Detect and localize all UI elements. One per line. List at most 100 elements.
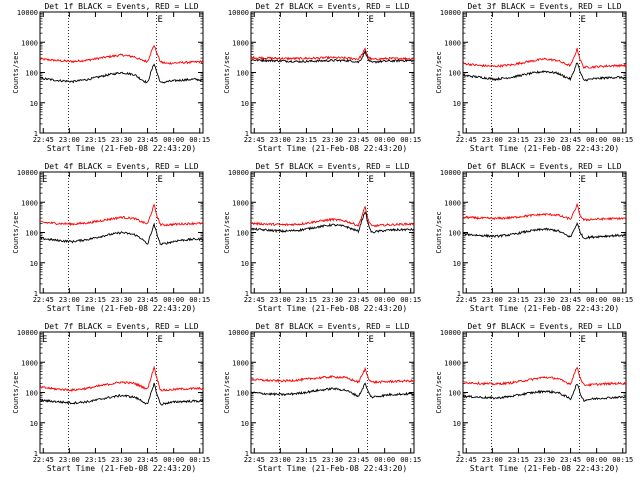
y-tick-label: 100 [236,70,249,78]
y-tick-label: 100 [236,230,249,238]
x-tick-label: 22:45 [33,296,54,304]
y-tick-label: 1 [245,290,249,298]
marker-label-right: E [158,175,163,185]
plot-frame [462,11,627,134]
y-axis-label: Counts/sec [435,51,443,93]
x-tick-label: 22:45 [33,456,54,464]
panel-title: Det 4f BLACK = Events, RED = LLD [44,162,198,171]
y-axis-label: Counts/sec [223,211,231,253]
x-axis-label: Start Time (21-Feb-08 22:43:20) [470,144,619,153]
x-tick-label: 00:00 [163,296,184,304]
y-tick-label: 100 [25,230,38,238]
series-line-lld [463,366,627,387]
y-tick-label: 1 [457,450,461,458]
y-axis-label: Counts/sec [435,211,443,253]
x-tick-label: 23:30 [534,296,555,304]
marker-label-right: E [581,15,586,25]
y-tick-label: 1 [34,290,38,298]
x-tick-label: 23:00 [59,296,80,304]
panel-title: Det 3f BLACK = Events, RED = LLD [467,2,621,11]
panel-title: Det 2f BLACK = Events, RED = LLD [255,2,409,11]
marker-label-right: E [581,335,586,345]
x-tick-label: 23:45 [348,296,369,304]
y-axis-label: Counts/sec [12,371,20,413]
x-tick-label: 00:15 [400,136,421,144]
x-tick-label: 00:15 [612,296,633,304]
x-tick-label: 00:15 [189,136,210,144]
x-axis-label: Start Time (21-Feb-08 22:43:20) [47,464,196,473]
y-tick-label: 10 [241,260,249,268]
y-tick-label: 100 [25,70,38,78]
x-tick-label: 00:00 [163,136,184,144]
x-tick-label: 23:00 [59,456,80,464]
x-tick-label: 23:15 [296,456,317,464]
x-tick-label: 22:45 [244,296,265,304]
panel-title: Det 8f BLACK = Events, RED = LLD [255,322,409,331]
y-tick-label: 10000 [228,329,249,337]
x-tick-label: 23:45 [137,296,158,304]
y-tick-label: 1000 [444,359,461,367]
x-tick-label: 23:00 [482,456,503,464]
x-tick-label: 23:00 [270,136,291,144]
x-tick-label: 23:15 [508,136,529,144]
y-tick-label: 10 [241,420,249,428]
y-tick-label: 1000 [21,359,38,367]
plot-frame [250,171,415,294]
x-tick-label: 23:15 [508,296,529,304]
series-line-events [39,63,204,84]
y-tick-label: 1000 [232,199,249,207]
panel-title: Det 1f BLACK = Events, RED = LLD [44,2,198,11]
y-tick-label: 100 [448,230,461,238]
panel-det-6: Det 6f BLACK = Events, RED = LLD E 1 10 100 1… [435,162,633,313]
y-axis-label: Counts/sec [12,211,20,253]
y-tick-label: 100 [25,390,38,398]
x-tick-label: 23:30 [534,136,555,144]
x-tick-label: 00:00 [374,136,395,144]
x-tick-label: 23:45 [137,136,158,144]
x-tick-label: 00:00 [586,296,607,304]
x-tick-label: 23:30 [322,456,343,464]
plot-frame [39,331,204,454]
y-axis-label: Counts/sec [12,51,20,93]
y-tick-label: 1000 [444,39,461,47]
series-line-lld [39,365,204,393]
x-tick-label: 23:00 [270,456,291,464]
x-tick-label: 00:00 [586,456,607,464]
x-tick-label: 00:00 [374,296,395,304]
x-tick-label: 23:45 [560,456,581,464]
series-line-lld [39,44,204,65]
panel-title: Det 9f BLACK = Events, RED = LLD [467,322,621,331]
x-tick-label: 00:15 [189,456,210,464]
panel-det-5: Det 5f BLACK = Events, RED = LLD E 1 10 100 1… [223,162,421,313]
x-tick-label: 23:15 [296,296,317,304]
x-axis-label: Start Time (21-Feb-08 22:43:20) [470,464,619,473]
y-tick-label: 10 [453,100,461,108]
x-tick-label: 23:00 [270,296,291,304]
y-tick-label: 1000 [232,359,249,367]
y-tick-label: 10 [453,260,461,268]
x-axis-label: Start Time (21-Feb-08 22:43:20) [470,304,619,313]
y-tick-label: 1000 [232,39,249,47]
y-tick-label: 10 [453,420,461,428]
plot-frame [250,331,415,454]
x-tick-label: 22:45 [456,456,477,464]
series-line-events [250,211,415,234]
y-tick-label: 10 [30,100,38,108]
y-tick-label: 1 [34,450,38,458]
x-axis-label: Start Time (21-Feb-08 22:43:20) [258,464,407,473]
y-tick-label: 1 [34,130,38,138]
y-tick-label: 100 [448,390,461,398]
y-tick-label: 10000 [440,329,461,337]
panel-det-2: Det 2f BLACK = Events, RED = LLD E 1 10 100 1… [223,2,421,153]
x-tick-label: 23:45 [348,136,369,144]
marker-label-left: E [42,175,47,185]
x-tick-label: 23:45 [348,456,369,464]
y-tick-label: 1 [245,130,249,138]
series-line-lld [250,366,415,385]
x-tick-label: 23:00 [482,296,503,304]
marker-label-right: E [369,335,374,345]
x-axis-label: Start Time (21-Feb-08 22:43:20) [258,144,407,153]
plot-frame [250,11,415,134]
